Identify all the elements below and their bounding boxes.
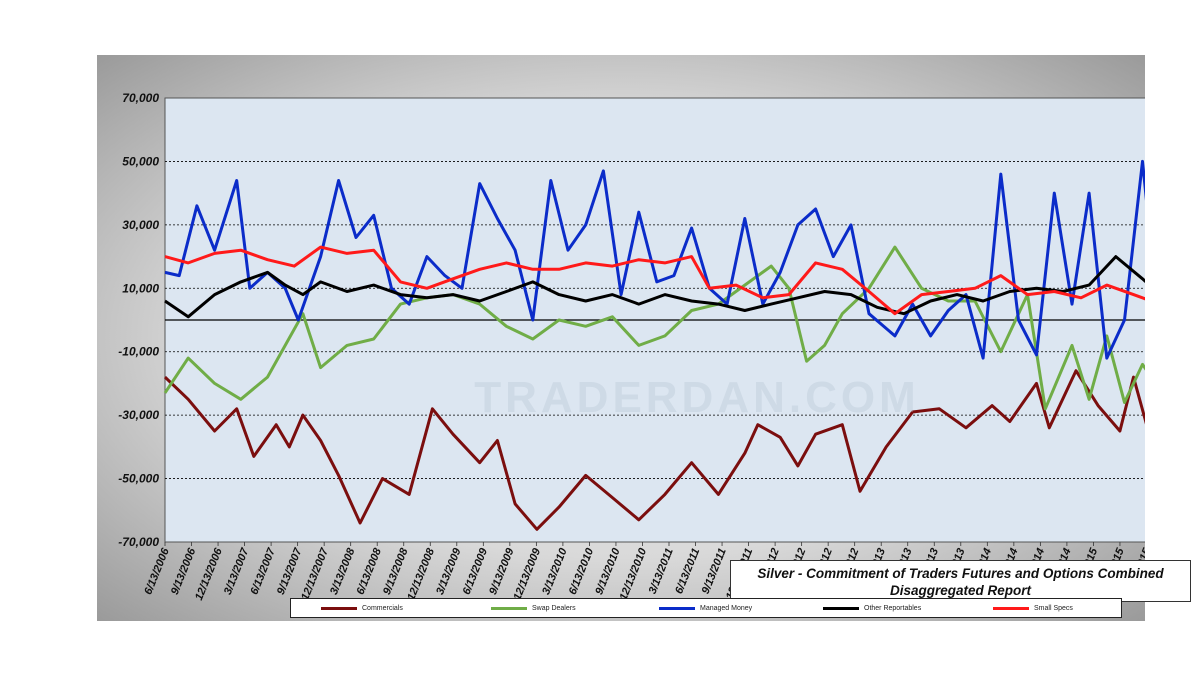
x-tick-label: 9/13/2007 [275, 546, 305, 597]
x-tick-label: 3/13/2010 [540, 546, 570, 597]
x-tick-label: 3/13/2007 [222, 546, 252, 597]
legend-item: Other Reportables [823, 599, 921, 617]
legend-swatch [993, 606, 1029, 610]
y-tick-label: -10,000 [118, 345, 159, 359]
series-line-swap-dealers [163, 245, 1145, 411]
legend-item: Small Specs [993, 599, 1073, 617]
legend: Commercials Swap Dealers Managed Money Othe… [290, 598, 1122, 618]
x-tick-label: 3/13/2011 [647, 547, 676, 596]
legend-label: Managed Money [700, 604, 753, 612]
x-tick-label: 3/13/2009 [434, 546, 464, 597]
y-tick-label: 10,000 [122, 281, 159, 295]
x-tick-label: 6/13/2009 [461, 546, 491, 597]
y-tick-label: -70,000 [118, 535, 159, 549]
legend-label: Small Specs [1034, 604, 1073, 612]
x-tick-label: 12/13/2008 [405, 546, 437, 602]
x-tick-label: 6/13/2008 [355, 546, 385, 597]
legend-swatch [659, 606, 695, 610]
x-tick-label: 12/13/2010 [618, 546, 650, 602]
series-line-managed-money [164, 159, 1145, 360]
x-tick-label: 9/13/2008 [381, 546, 411, 597]
x-tick-label: 6/13/2006 [142, 546, 172, 597]
legend-swatch [823, 606, 859, 610]
legend-item: Managed Money [659, 599, 752, 617]
legend-item: Commercials [321, 599, 403, 617]
chart-svg: 70,000 50,000 30,000 10,000 -10,000 -30,000 -5… [118, 91, 1145, 602]
chart-frame: 70,000 50,000 30,000 10,000 -10,000 -30,000 -5… [97, 55, 1191, 621]
x-tick-label: 9/13/2010 [593, 546, 623, 597]
legend-item: Swap Dealers [491, 599, 576, 617]
legend-label: Other Reportables [864, 604, 922, 612]
x-tick-label: 6/13/2010 [567, 546, 597, 597]
x-tick-label: 12/13/2006 [193, 546, 225, 602]
x-tick-label: 9/13/2011 [700, 547, 729, 596]
x-tick-label: 6/13/2011 [673, 547, 702, 596]
x-tick-label: 9/13/2009 [487, 546, 517, 597]
legend-label: Commercials [362, 604, 403, 612]
chart-title-box: Silver - Commitment of Traders Futures a… [730, 560, 1191, 602]
y-tick-label: 70,000 [122, 91, 159, 105]
legend-label: Swap Dealers [532, 604, 576, 612]
y-tick-label: -30,000 [118, 408, 159, 422]
x-tick-label: 9/13/2006 [169, 546, 199, 597]
x-tick-label: 3/13/2008 [328, 546, 358, 597]
legend-swatch [491, 606, 527, 610]
y-tick-label: -50,000 [118, 472, 159, 486]
series-line-commercials [163, 369, 1145, 531]
x-tick-label: 6/13/2007 [248, 546, 278, 597]
x-tick-label: 12/13/2007 [299, 546, 331, 602]
x-tick-label: 12/13/2009 [511, 546, 543, 602]
legend-swatch [321, 606, 357, 610]
series-line-small-specs [164, 245, 1145, 316]
y-tick-label: 50,000 [122, 154, 159, 168]
y-tick-label: 30,000 [122, 218, 159, 232]
chart-subtitle: Disaggregated Report [889, 583, 1032, 598]
chart-title: Silver - Commitment of Traders Futures a… [757, 566, 1164, 581]
series-line-other-reportables [164, 255, 1145, 319]
